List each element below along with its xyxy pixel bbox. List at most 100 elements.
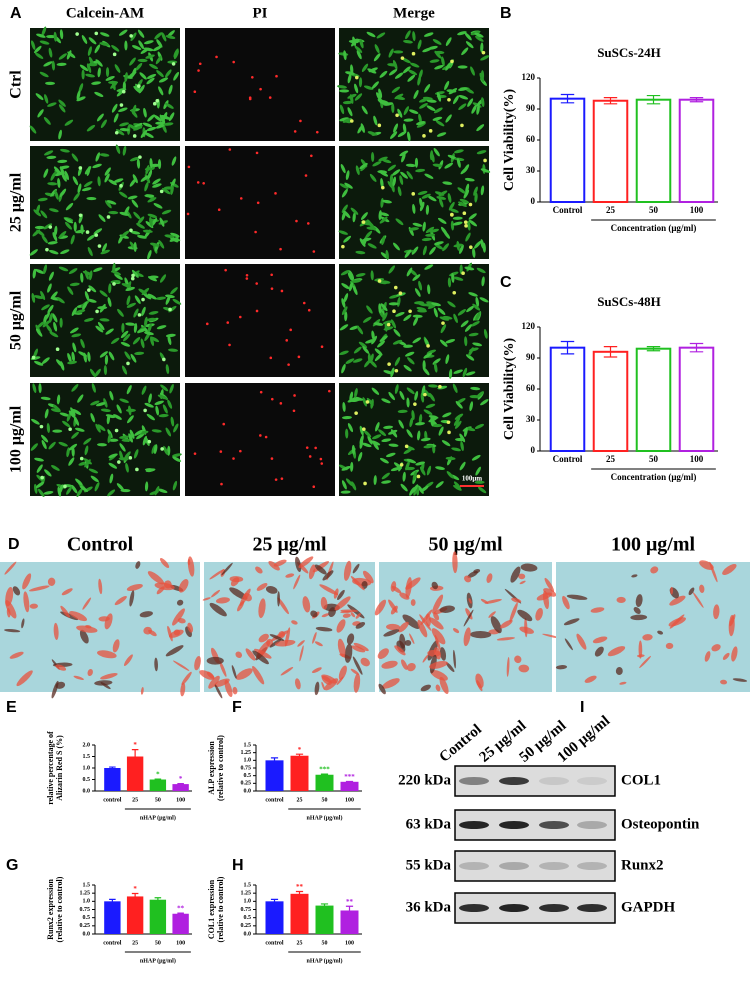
cell <box>401 57 411 64</box>
error-bar <box>320 903 329 908</box>
cell <box>452 383 458 393</box>
stain <box>633 606 641 614</box>
cell <box>341 480 347 490</box>
cell <box>381 158 392 164</box>
cell <box>397 131 407 138</box>
stain <box>285 573 295 578</box>
cell <box>445 62 452 71</box>
bright-cell <box>426 344 430 348</box>
cell <box>379 99 389 104</box>
x-tick-label: 50 <box>322 940 328 946</box>
stain <box>302 596 311 613</box>
cell <box>409 417 414 428</box>
cell <box>415 422 425 426</box>
bright-cell <box>112 52 117 57</box>
cell <box>337 85 347 89</box>
cell <box>58 441 68 447</box>
cell <box>403 118 414 122</box>
stain <box>168 629 184 638</box>
blot <box>454 765 616 797</box>
cell <box>144 402 154 408</box>
cell <box>131 109 138 118</box>
cell <box>371 335 378 345</box>
cell <box>438 190 448 197</box>
cell <box>168 84 173 95</box>
cell <box>354 388 358 398</box>
stain <box>342 613 351 618</box>
cell <box>390 367 395 378</box>
cell <box>105 200 112 209</box>
bright-cell <box>481 50 486 55</box>
cell <box>43 168 49 178</box>
bar <box>290 755 309 791</box>
dead-cell <box>232 60 236 64</box>
cell <box>58 104 66 113</box>
bright-cell <box>365 400 370 404</box>
cell <box>343 235 352 243</box>
stain <box>310 610 318 618</box>
cell <box>410 62 420 68</box>
cell <box>427 195 437 202</box>
cell <box>444 162 454 169</box>
cell <box>428 384 439 388</box>
stain <box>470 630 492 639</box>
bright-cell <box>119 184 123 188</box>
cell <box>131 269 139 278</box>
stain <box>338 665 347 680</box>
cell <box>468 219 478 227</box>
bright-cell <box>48 225 53 229</box>
cell <box>118 29 128 36</box>
cell <box>108 351 115 361</box>
cell <box>402 123 407 134</box>
cell <box>86 124 96 132</box>
error-bar <box>131 892 139 900</box>
cell <box>417 39 422 50</box>
band <box>539 821 569 829</box>
band <box>499 821 529 829</box>
cell <box>475 466 481 476</box>
cell <box>100 249 110 255</box>
cell <box>356 325 364 335</box>
cell <box>119 435 130 439</box>
y-tick-label: 1.0 <box>244 758 252 764</box>
cell <box>476 104 480 115</box>
cell <box>345 428 349 439</box>
stain <box>245 648 256 661</box>
y-axis-label: Runx2 expression <box>46 879 55 940</box>
stain <box>265 586 278 594</box>
cell <box>432 116 443 121</box>
cell <box>403 364 412 372</box>
stain <box>422 654 429 663</box>
x-tick-label: control <box>265 797 284 803</box>
cell <box>403 344 414 348</box>
bright-cell <box>171 62 176 66</box>
cell <box>392 339 403 345</box>
cell <box>378 303 382 314</box>
error-bar <box>560 340 575 355</box>
cell <box>340 164 346 174</box>
dead-cell <box>319 457 323 461</box>
y-axis-label: COL1 expression <box>207 879 216 939</box>
stain <box>314 681 320 696</box>
cell <box>475 311 481 321</box>
cell <box>414 288 421 297</box>
stain <box>490 616 502 634</box>
bright-cell <box>117 460 121 464</box>
stain <box>713 604 720 620</box>
cell <box>341 415 352 420</box>
cell <box>406 267 413 277</box>
cell <box>397 108 403 118</box>
cell <box>344 311 348 322</box>
dead-cell <box>308 455 312 458</box>
bar <box>315 774 334 791</box>
cell <box>141 306 146 317</box>
panel-label: A <box>10 5 22 22</box>
cell <box>465 427 476 432</box>
cell <box>467 220 471 231</box>
cell <box>341 363 346 374</box>
cell <box>140 175 149 182</box>
stain <box>215 597 230 604</box>
x-tick-label: 50 <box>649 205 659 215</box>
stain <box>340 610 352 614</box>
cell <box>146 73 157 79</box>
